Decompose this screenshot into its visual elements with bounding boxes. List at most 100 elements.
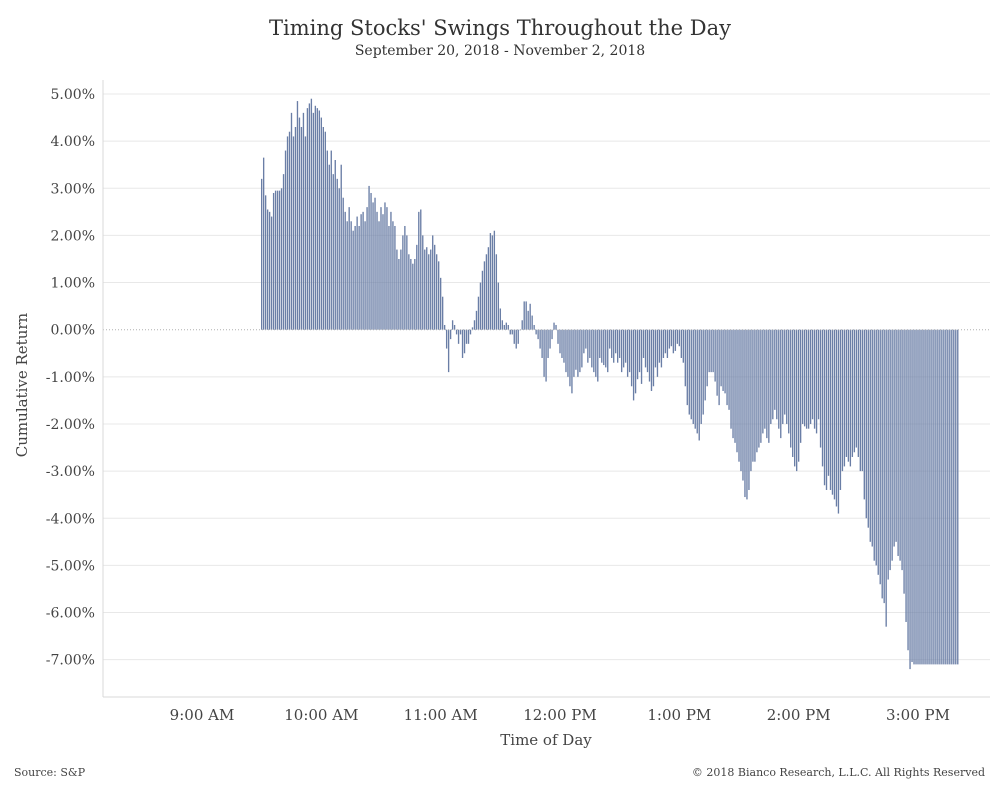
bar	[811, 329, 814, 420]
y-tick-label: -3.00%	[46, 464, 95, 480]
bar	[312, 112, 315, 330]
bar	[957, 329, 959, 665]
bar	[915, 329, 917, 665]
bar	[670, 329, 673, 347]
bar	[344, 211, 346, 330]
bar	[855, 329, 858, 448]
bar	[748, 329, 750, 490]
bar	[475, 310, 478, 330]
bar	[790, 329, 792, 448]
bar	[724, 329, 726, 394]
bar	[563, 329, 565, 363]
bar	[561, 329, 563, 358]
bar	[370, 192, 372, 330]
bar	[636, 329, 639, 380]
bar	[696, 329, 698, 434]
bar	[746, 329, 748, 500]
x-tick-label: 12:00 PM	[523, 706, 596, 724]
bar	[479, 282, 482, 330]
bar	[953, 329, 955, 665]
bar	[744, 329, 746, 498]
bar	[316, 108, 319, 330]
bar	[591, 329, 593, 368]
y-tick-label: 5.00%	[51, 87, 95, 103]
bar	[660, 329, 663, 368]
bar	[710, 329, 712, 373]
bar	[611, 329, 613, 358]
bar	[817, 329, 820, 420]
bar	[565, 329, 567, 373]
bar	[601, 329, 603, 363]
bar	[762, 329, 764, 434]
bar	[905, 329, 907, 622]
bar	[686, 329, 688, 406]
bar	[945, 329, 947, 665]
bar	[575, 329, 577, 370]
bar	[891, 329, 893, 561]
bar	[925, 329, 927, 665]
bar	[334, 160, 336, 330]
bar	[889, 329, 891, 571]
bar	[877, 329, 879, 575]
bar	[308, 103, 311, 330]
bar	[903, 329, 905, 594]
bar	[426, 247, 428, 330]
bar	[845, 329, 848, 457]
bar	[807, 329, 810, 429]
bar	[599, 329, 601, 358]
bar	[835, 329, 838, 507]
bar	[609, 329, 611, 349]
bar	[742, 329, 744, 481]
bar	[799, 329, 802, 443]
bar	[577, 329, 579, 377]
bar	[332, 174, 334, 330]
bar	[485, 254, 488, 330]
bar	[937, 329, 939, 665]
bar	[483, 261, 486, 330]
bar	[390, 211, 392, 330]
bar	[581, 329, 583, 368]
bar	[418, 211, 420, 330]
bar	[895, 329, 897, 542]
bar	[364, 221, 366, 330]
bar	[849, 329, 852, 467]
x-tick-label: 3:00 PM	[886, 706, 950, 724]
bar	[603, 329, 605, 366]
bar	[634, 329, 637, 394]
bar	[553, 322, 555, 330]
bar	[302, 112, 305, 330]
bar	[732, 329, 734, 439]
bar	[378, 221, 380, 330]
bar	[597, 329, 599, 382]
bar	[531, 315, 533, 330]
bar	[897, 329, 899, 556]
bar	[477, 296, 480, 330]
bar	[921, 329, 923, 665]
x-tick-label: 2:00 PM	[767, 706, 831, 724]
bar	[646, 329, 649, 373]
chart-title: Timing Stocks' Swings Throughout the Day	[269, 16, 731, 40]
bar	[630, 329, 633, 387]
bar	[424, 249, 426, 330]
bar	[509, 329, 511, 335]
bar	[274, 190, 277, 330]
bar	[664, 329, 667, 354]
bar	[782, 329, 784, 424]
bar	[434, 244, 436, 330]
bar	[865, 329, 867, 519]
bar	[801, 329, 804, 424]
y-tick-label: -1.00%	[46, 370, 95, 386]
bar	[722, 329, 724, 391]
bar	[557, 329, 559, 344]
bar	[469, 329, 472, 335]
bar	[827, 329, 830, 476]
bar	[439, 277, 442, 330]
bar	[380, 207, 382, 330]
bar	[589, 329, 591, 358]
bar	[449, 329, 452, 340]
bar	[831, 329, 834, 495]
bar	[714, 329, 716, 382]
bar	[917, 329, 919, 665]
bar	[706, 329, 708, 387]
